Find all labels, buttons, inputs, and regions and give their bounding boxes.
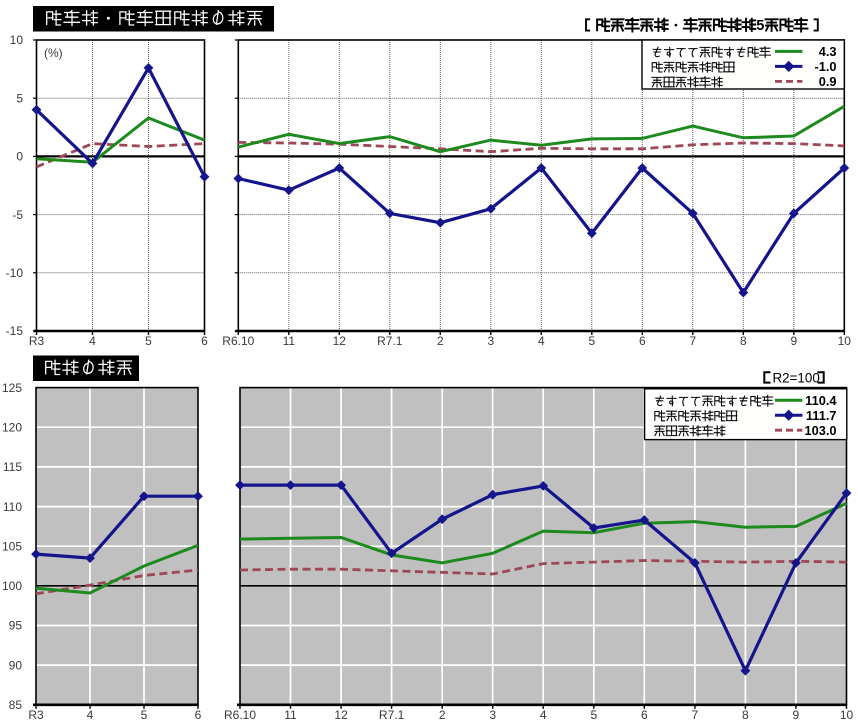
svg-text:0: 0 — [16, 150, 23, 164]
svg-text:R2=100: R2=100 — [773, 371, 820, 386]
svg-text:5: 5 — [141, 708, 148, 722]
svg-text:4: 4 — [87, 708, 94, 722]
svg-text:8: 8 — [742, 708, 749, 722]
svg-text:110.4: 110.4 — [805, 393, 837, 408]
svg-text:10: 10 — [838, 334, 852, 348]
svg-text:10: 10 — [10, 33, 24, 47]
svg-text:5: 5 — [145, 334, 152, 348]
svg-text:4: 4 — [538, 334, 545, 348]
svg-text:-5: -5 — [12, 208, 23, 222]
svg-text:85: 85 — [9, 698, 23, 712]
svg-text:-15: -15 — [6, 324, 24, 338]
svg-text:6: 6 — [639, 334, 646, 348]
svg-text:(%): (%) — [44, 46, 63, 60]
svg-text:11: 11 — [284, 708, 297, 722]
svg-text:12: 12 — [334, 708, 348, 722]
svg-text:5: 5 — [588, 334, 595, 348]
svg-text:R6.10: R6.10 — [222, 334, 254, 348]
svg-text:120: 120 — [2, 420, 22, 434]
svg-text:2: 2 — [439, 708, 446, 722]
svg-text:10: 10 — [840, 708, 854, 722]
svg-text:11: 11 — [283, 334, 296, 348]
svg-text:110: 110 — [3, 500, 22, 514]
svg-text:90: 90 — [9, 658, 23, 672]
svg-text:4: 4 — [89, 334, 96, 348]
svg-text:0.9: 0.9 — [819, 74, 837, 89]
svg-text:R6.10: R6.10 — [224, 708, 256, 722]
svg-text:7: 7 — [692, 708, 699, 722]
svg-text:9: 9 — [790, 334, 797, 348]
svg-text:R7.1: R7.1 — [379, 708, 405, 722]
svg-text:R3: R3 — [28, 708, 44, 722]
svg-text:95: 95 — [9, 619, 23, 633]
svg-text:111.7: 111.7 — [806, 408, 837, 423]
svg-text:103.0: 103.0 — [804, 423, 836, 438]
svg-text:3: 3 — [487, 334, 494, 348]
svg-text:100: 100 — [2, 579, 22, 593]
svg-text:6: 6 — [195, 708, 202, 722]
svg-text:4: 4 — [540, 708, 547, 722]
svg-text:125: 125 — [2, 381, 22, 395]
svg-text:8: 8 — [740, 334, 747, 348]
svg-text:5: 5 — [16, 91, 23, 105]
svg-text:-10: -10 — [6, 266, 24, 280]
svg-text:6: 6 — [201, 334, 208, 348]
svg-text:4.3: 4.3 — [819, 44, 837, 59]
svg-text:5: 5 — [756, 18, 764, 34]
svg-text:9: 9 — [793, 708, 800, 722]
svg-text:2: 2 — [437, 334, 444, 348]
svg-text:6: 6 — [641, 708, 648, 722]
svg-text:5: 5 — [590, 708, 597, 722]
svg-text:105: 105 — [2, 539, 22, 553]
svg-text:R3: R3 — [29, 334, 45, 348]
svg-text:R7.1: R7.1 — [377, 334, 403, 348]
svg-text:3: 3 — [489, 708, 496, 722]
svg-text:12: 12 — [333, 334, 347, 348]
svg-text:7: 7 — [689, 334, 696, 348]
svg-text:115: 115 — [3, 460, 22, 474]
svg-text:-1.0: -1.0 — [814, 59, 836, 74]
